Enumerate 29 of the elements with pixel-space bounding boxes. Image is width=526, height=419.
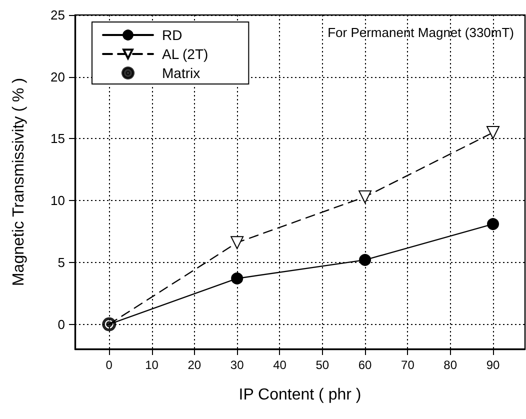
annotation: For Permanent Magnet (330mT) (328, 25, 514, 40)
point (102, 317, 116, 332)
y-tick-label: 10 (50, 193, 65, 208)
point (487, 218, 500, 230)
x-tick-label: 50 (316, 358, 330, 372)
x-tick-label: 10 (145, 358, 159, 372)
x-axis-title: IP Content ( phr ) (238, 386, 362, 404)
y-tick-label: 25 (50, 8, 65, 22)
point (231, 272, 244, 284)
y-tick-label: 20 (50, 69, 65, 84)
x-tick-label: 90 (486, 358, 500, 372)
y-tick-label: 5 (58, 254, 65, 270)
point (359, 254, 372, 266)
x-tick-label: 80 (444, 358, 458, 372)
point (230, 236, 244, 250)
legend-label: AL (2T) (162, 46, 208, 62)
point (486, 126, 500, 140)
x-tick-label: 60 (358, 358, 372, 372)
y-tick-label: 15 (50, 131, 65, 146)
x-tick-label: 30 (230, 358, 244, 372)
legend-label: RD (162, 27, 182, 43)
y-tick-label: 0 (58, 316, 65, 332)
x-tick-label: 0 (106, 358, 113, 372)
x-tick-label: 40 (273, 358, 287, 372)
y-axis-title: Magnetic Transmissivity ( % ) (10, 78, 28, 286)
legend-label: Matrix (162, 65, 200, 81)
point (358, 190, 372, 204)
x-tick-label: 70 (401, 358, 415, 372)
x-tick-label: 20 (188, 358, 202, 372)
